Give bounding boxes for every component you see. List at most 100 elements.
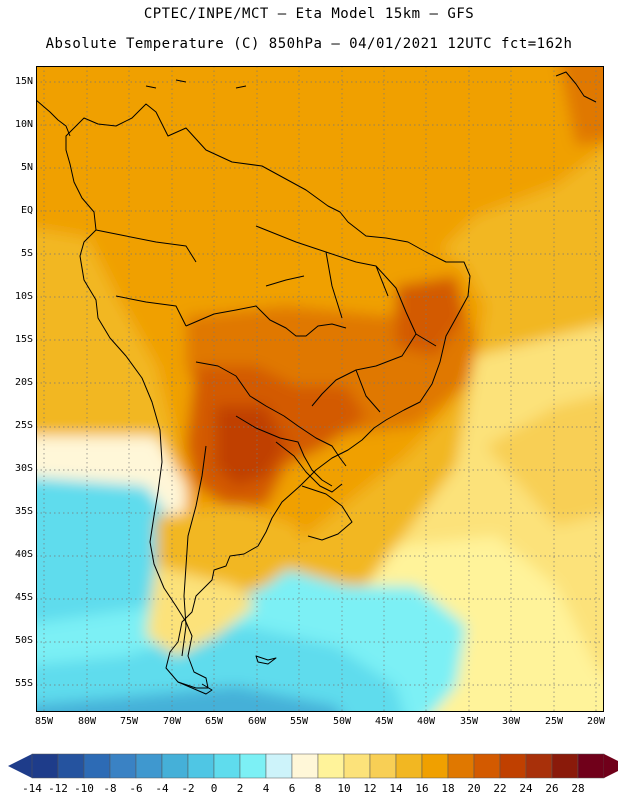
colorbar-cell [421,753,449,779]
lat-label-15s: 15S [14,334,33,345]
lat-label-eq: EQ [20,205,33,216]
falkland-islands [255,655,277,665]
colorbar-label: 24 [519,782,533,795]
colorbar-label: 28 [571,782,585,795]
lon-label-25w: 25W [544,716,564,727]
grid-lines [36,66,604,712]
border-uruguay [301,485,353,541]
colorbar-label: 10 [337,782,351,795]
colorbar-cell [525,753,553,779]
border-brazil-bolivia [195,361,347,467]
lat-label-45s: 45S [14,592,33,603]
colorbar-cell [187,753,215,779]
lon-label-30w: 30W [501,716,521,727]
border-brazil-west [185,305,347,337]
lat-label-15n: 15N [14,76,33,87]
lon-label-60w: 60W [247,716,267,727]
temperature-map [36,66,604,712]
lon-label-50w: 50W [332,716,352,727]
lat-label-10n: 10N [14,119,33,130]
lat-label-40s: 40S [14,549,33,560]
colorbar-label: -14 [22,782,42,795]
lat-label-10s: 10S [14,291,33,302]
south-america-coast [65,103,471,689]
colorbar-cell [213,753,241,779]
border-argentina-chile [181,445,207,657]
border-paraguay [275,441,343,493]
colorbar-label: -2 [181,782,195,795]
colorbar-cell [369,753,397,779]
colorbar-cell [499,753,527,779]
colorbar-label: -10 [74,782,94,795]
lat-label-55s: 55S [14,678,33,689]
colorbar-label: 26 [545,782,559,795]
lat-label-25s: 25S [14,420,33,431]
zone-atlantic-tongue [486,394,604,526]
colorbar-cells [8,753,618,779]
colorbar-label: 6 [288,782,296,795]
caribbean-islands [145,71,597,103]
colorbar-cell [343,753,371,779]
colorbar-cell [265,753,293,779]
lon-label-35w: 35W [459,716,479,727]
lon-label-45w: 45W [374,716,394,727]
lat-label-30s: 30S [14,463,33,474]
zone-pacific-colder [36,477,176,643]
lon-label-85w: 85W [34,716,54,727]
colorbar-label: 2 [236,782,244,795]
lat-label-50s: 50S [14,635,33,646]
colorbar-label: 18 [441,782,455,795]
lon-label-80w: 80W [77,716,97,727]
colorbar-label: 4 [262,782,270,795]
lat-label-35s: 35S [14,506,33,517]
peru-colombia [95,229,197,327]
lon-label-75w: 75W [119,716,139,727]
colorbar-arrow-low [8,754,32,778]
lon-label-65w: 65W [204,716,224,727]
zone-northeast-warm [396,276,466,356]
title-line-2: Absolute Temperature (C) 850hPa – 04/01/… [45,36,573,52]
colorbar-label: -4 [155,782,169,795]
zone-patagonia-north [146,566,256,656]
colorbar-label: -6 [129,782,143,795]
colorbar-label: 8 [314,782,322,795]
lat-label-5s: 5S [20,248,33,259]
lon-label-20w: 20W [586,716,606,727]
colorbar [8,753,618,779]
colorbar-cell [473,753,501,779]
colorbar-arrow-high [604,754,618,778]
zone-south-colder [36,626,404,712]
colorbar-cell [57,753,85,779]
border-bolivia-south [235,415,333,487]
colorbar-label: 20 [467,782,481,795]
colorbar-cell [83,753,111,779]
colorbar-label: -8 [103,782,117,795]
colorbar-label: -12 [48,782,68,795]
colorbar-cell [135,753,163,779]
colorbar-cell [109,753,137,779]
title-line-1: CPTEC/INPE/MCT – Eta Model 15km – GFS [143,6,475,22]
zone-chaco-hotter [216,406,286,486]
colorbar-cell [31,753,59,779]
colorbar-label: 12 [363,782,377,795]
colorbar-label: 14 [389,782,403,795]
colorbar-cell [161,753,189,779]
lat-label-5n: 5N [20,162,33,173]
colorbar-label: 16 [415,782,429,795]
tierra-del-fuego [177,681,213,695]
colorbar-cell [551,753,579,779]
colorbar-cell [447,753,475,779]
brazil-states [255,225,437,413]
colorbar-cell [317,753,345,779]
coastlines [36,71,597,695]
colorbar-cell [239,753,267,779]
colorbar-cell [291,753,319,779]
colorbar-label: 22 [493,782,507,795]
lat-label-20s: 20S [14,377,33,388]
colorbar-cell [577,753,605,779]
zone-far-south [36,686,340,712]
lon-label-55w: 55W [289,716,309,727]
lon-label-70w: 70W [162,716,182,727]
colorbar-label: 0 [210,782,218,795]
colorbar-cell [395,753,423,779]
